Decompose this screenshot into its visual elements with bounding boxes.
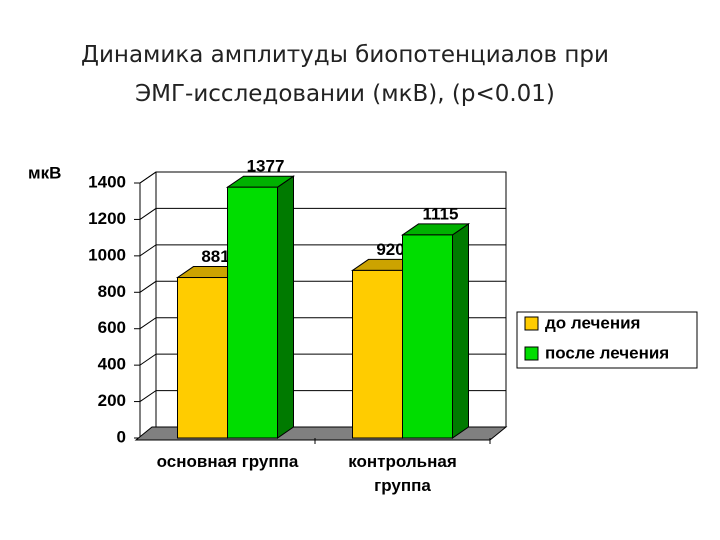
side-wall (139, 171, 157, 438)
bar (402, 234, 453, 439)
y-tick-label: 1200 (88, 209, 126, 228)
x-tick-label: основная группа (156, 452, 299, 471)
legend-swatch (524, 346, 539, 361)
y-axis-label: мкВ (28, 163, 61, 182)
bar-side (452, 222, 469, 439)
bar (177, 277, 228, 439)
legend-box (516, 311, 698, 369)
bar-side (277, 175, 294, 439)
legend-swatch (524, 316, 539, 331)
y-tick-label: 0 (117, 427, 126, 446)
grid-line (139, 171, 506, 184)
legend-label: до лечения (545, 313, 640, 332)
grid-line (139, 207, 506, 220)
y-tick-label: 200 (98, 391, 126, 410)
grid-line (139, 244, 506, 257)
data-label: 920 (376, 240, 404, 259)
y-tick-label: 1400 (88, 172, 126, 191)
y-tick-label: 400 (98, 355, 126, 374)
y-tick-label: 800 (98, 282, 126, 301)
bar (352, 269, 403, 439)
y-tick-label: 1000 (88, 245, 126, 264)
title-line: ЭМГ-исследовании (мкВ), (p<0.01) (135, 81, 555, 107)
y-tick-label: 600 (98, 318, 126, 337)
legend-label: после лечения (545, 343, 669, 362)
data-label: 1377 (247, 157, 285, 176)
data-label: 1115 (423, 204, 459, 223)
x-tick-label: контрольная группа (348, 452, 457, 495)
bar (227, 186, 278, 439)
data-label: 881 (201, 247, 229, 266)
title-line: Динамика амплитуды биопотенциалов при (81, 42, 609, 68)
